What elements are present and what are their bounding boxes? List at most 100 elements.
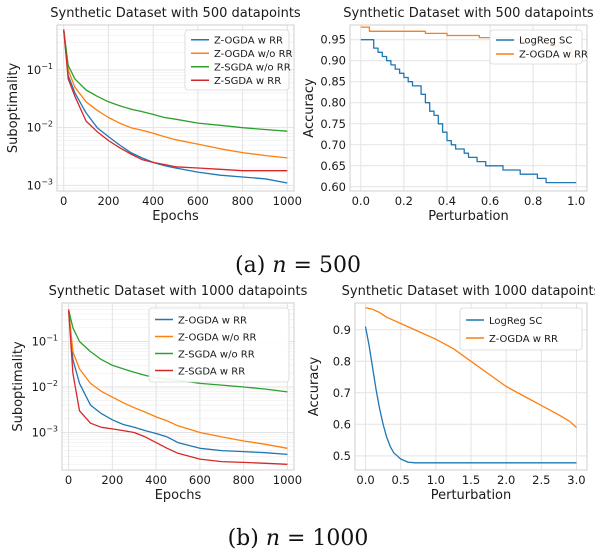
x-tick-label: 0.2 bbox=[395, 194, 413, 208]
x-tick-label: 600 bbox=[187, 194, 209, 208]
plot-frame bbox=[354, 302, 588, 471]
series-line-3 bbox=[63, 29, 288, 172]
legend-box bbox=[459, 307, 583, 351]
legend-box bbox=[184, 29, 290, 91]
series-line-2 bbox=[67, 309, 288, 393]
x-tick-label: 1.0 bbox=[567, 194, 585, 208]
legend-label: Z-OGDA w RR bbox=[519, 50, 588, 61]
x-tick-label: 0.0 bbox=[356, 473, 374, 487]
caption-a: (a) n = 500 bbox=[235, 253, 361, 278]
x-tick-label: 400 bbox=[142, 194, 164, 208]
y-tick-label: 10−2 bbox=[27, 120, 53, 135]
y-tick-label: 0.7 bbox=[333, 386, 351, 400]
chart-title: Synthetic Dataset with 1000 datapoints bbox=[49, 284, 308, 299]
caption-a-variable: n bbox=[272, 253, 286, 278]
y-tick-label: 10−1 bbox=[32, 333, 58, 348]
legend: Z-OGDA w RR Z-OGDA w/o RR Z-SGDA w/o RR Z-S… bbox=[184, 29, 293, 91]
y-axis-label: Accuracy bbox=[307, 357, 322, 417]
series-line-1 bbox=[365, 307, 577, 428]
series-line-3 bbox=[67, 309, 288, 465]
x-tick-label: 1000 bbox=[273, 194, 302, 208]
legend: Z-OGDA w RR Z-OGDA w/o RR Z-SGDA w/o RR Z-S… bbox=[148, 307, 290, 383]
y-tick-label: 0.8 bbox=[333, 354, 351, 368]
legend-label: Z-SGDA w RR bbox=[178, 367, 245, 378]
chart-title: Synthetic Dataset with 500 datapoints bbox=[50, 6, 301, 21]
caption-a-equals: = bbox=[294, 253, 312, 278]
series-line-1 bbox=[63, 29, 288, 159]
x-axis-label: Epochs bbox=[155, 488, 202, 503]
y-tick-label: 0.5 bbox=[333, 449, 351, 463]
series-line-0 bbox=[360, 39, 577, 184]
x-tick-label: 600 bbox=[189, 473, 211, 487]
legend: LogReg SC Z-OGDA w RR bbox=[489, 29, 588, 65]
x-tick-label: 800 bbox=[232, 194, 254, 208]
chart-title: Synthetic Dataset with 1000 datapoints bbox=[342, 284, 595, 299]
x-tick-label: 3.0 bbox=[567, 473, 585, 487]
legend-label: Z-SGDA w/o RR bbox=[214, 62, 291, 73]
x-tick-label: 2.5 bbox=[532, 473, 550, 487]
x-tick-label: 2.0 bbox=[497, 473, 515, 487]
x-tick-label: 400 bbox=[145, 473, 167, 487]
caption-b-equals: = bbox=[287, 526, 305, 551]
x-axis-label: Perturbation bbox=[428, 209, 509, 224]
legend-label: LogReg SC bbox=[489, 316, 542, 327]
x-tick-label: 200 bbox=[101, 473, 123, 487]
y-axis-label: Suboptimality bbox=[11, 341, 26, 432]
y-tick-label: 0.70 bbox=[320, 138, 346, 152]
legend-label: Z-OGDA w RR bbox=[178, 316, 247, 327]
y-tick-label: 10−2 bbox=[32, 379, 58, 394]
series-line-1 bbox=[67, 309, 288, 449]
series-line-0 bbox=[67, 309, 288, 456]
y-tick-label: 0.65 bbox=[320, 159, 346, 173]
plot-frame bbox=[56, 24, 295, 192]
x-tick-label: 1.0 bbox=[427, 473, 445, 487]
legend-box bbox=[489, 29, 583, 65]
plot-frame bbox=[61, 302, 295, 471]
x-tick-label: 1000 bbox=[273, 473, 302, 487]
legend-label: LogReg SC bbox=[519, 36, 572, 47]
y-tick-label: 0.95 bbox=[320, 33, 346, 47]
legend-label: Z-OGDA w RR bbox=[489, 334, 558, 345]
legend-label: Z-SGDA w/o RR bbox=[178, 350, 255, 361]
x-tick-label: 0.6 bbox=[481, 194, 499, 208]
y-tick-label: 0.80 bbox=[320, 96, 346, 110]
legend-label: Z-OGDA w/o RR bbox=[178, 333, 257, 344]
series-line-2 bbox=[63, 29, 288, 132]
plot-frame bbox=[349, 24, 588, 192]
y-tick-label: 0.60 bbox=[320, 180, 346, 194]
caption-a-label: (a) bbox=[235, 253, 265, 278]
x-tick-label: 0.0 bbox=[352, 194, 370, 208]
y-tick-label: 0.6 bbox=[333, 417, 351, 431]
x-tick-label: 200 bbox=[97, 194, 119, 208]
y-tick-label: 0.85 bbox=[320, 75, 346, 89]
y-tick-label: 10−3 bbox=[32, 424, 58, 439]
x-tick-label: 1.5 bbox=[462, 473, 480, 487]
legend-label: Z-SGDA w RR bbox=[214, 76, 281, 87]
y-axis-label: Accuracy bbox=[302, 78, 317, 138]
y-tick-label: 10−1 bbox=[27, 62, 53, 77]
caption-a-value: 500 bbox=[319, 253, 361, 278]
x-tick-label: 0.8 bbox=[524, 194, 542, 208]
series-line-0 bbox=[63, 29, 288, 184]
caption-b-label: (b) bbox=[228, 526, 259, 551]
panel-a-accuracy: 0.0 0.2 0.4 0.6 0.8 1.0 0.60 0.65 0.70 0.75 0.80 0.… bbox=[302, 6, 594, 224]
series-line-0 bbox=[364, 326, 577, 464]
panel-b-suboptimality: 0 200 400 600 800 1000 10−3 10−2 10−1 Synthetic D… bbox=[11, 284, 308, 503]
legend: LogReg SC Z-OGDA w RR bbox=[459, 307, 583, 351]
y-tick-label: 10−3 bbox=[27, 177, 53, 192]
y-axis-label: Suboptimality bbox=[6, 63, 21, 154]
y-tick-label: 0.75 bbox=[320, 117, 346, 131]
x-tick-label: 800 bbox=[233, 473, 255, 487]
legend-box bbox=[148, 307, 290, 383]
chart-title: Synthetic Dataset with 500 datapoints bbox=[343, 6, 594, 21]
x-tick-label: 0 bbox=[65, 473, 72, 487]
legend-label: Z-OGDA w/o RR bbox=[214, 49, 293, 60]
x-axis-label: Epochs bbox=[152, 209, 199, 224]
x-tick-label: 0.4 bbox=[438, 194, 456, 208]
panel-a-suboptimality: 0 200 400 600 800 1000 10−3 10−2 10−1 Synthetic D… bbox=[6, 6, 302, 224]
x-tick-label: 0 bbox=[60, 194, 67, 208]
caption-b: (b) n = 1000 bbox=[228, 526, 369, 551]
y-tick-label: 0.90 bbox=[320, 54, 346, 68]
x-axis-label: Perturbation bbox=[431, 488, 512, 503]
